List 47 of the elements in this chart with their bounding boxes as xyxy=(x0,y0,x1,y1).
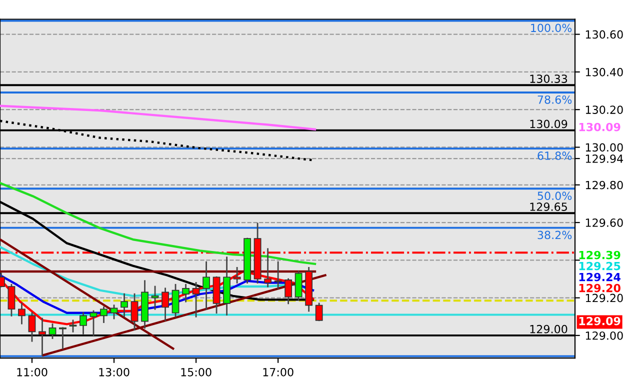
candlestick xyxy=(182,284,190,302)
candlestick xyxy=(59,327,66,350)
text: 129.39 xyxy=(579,250,620,260)
y-tick-label: 130.60 xyxy=(586,30,623,39)
ref-line-label: 129.00 xyxy=(530,324,568,334)
candlestick xyxy=(90,310,98,336)
y-tick-label: 130.40 xyxy=(586,68,623,76)
y-tick-label: 129.00 xyxy=(586,331,623,340)
x-tick-label: 17:00 xyxy=(263,368,294,376)
text: 129.09 xyxy=(579,316,620,326)
y-tick-label: 129.80 xyxy=(586,180,623,190)
annotation: 78.6% xyxy=(538,95,572,104)
candlestick xyxy=(294,270,302,300)
candlestick xyxy=(172,284,180,318)
candlestick xyxy=(162,288,169,322)
annotation: 100.0% xyxy=(531,24,572,32)
ref-line-label: 129.65 xyxy=(530,202,567,211)
text: 129.24 xyxy=(579,272,620,282)
annotation: 38.2% xyxy=(538,230,572,240)
candlestick xyxy=(48,323,56,339)
candlestick xyxy=(110,304,118,320)
candlestick xyxy=(202,261,210,310)
text: 130.09 xyxy=(579,122,620,132)
candlestick xyxy=(80,312,87,334)
y-tick-label: 129.94 xyxy=(586,154,623,163)
ref-line-label: 130.33 xyxy=(530,74,568,83)
candlestick xyxy=(8,284,16,316)
candlestick xyxy=(192,282,200,318)
line-series xyxy=(0,104,316,130)
ref-line-label: 130.09 xyxy=(530,120,568,128)
x-tick-label: 15:00 xyxy=(181,368,212,376)
line-series xyxy=(0,182,316,266)
candlestick xyxy=(100,306,108,323)
candlestick xyxy=(315,302,323,322)
y-tick-label: 129.60 xyxy=(586,218,623,227)
x-tick-label: 11:00 xyxy=(17,368,48,376)
candlestick xyxy=(69,320,77,332)
annotation: 61.8% xyxy=(538,152,572,160)
y-tick-label: 129.20 xyxy=(586,294,623,302)
x-tick-label: 13:00 xyxy=(99,368,130,376)
candlestick xyxy=(120,293,128,318)
candlestick xyxy=(151,286,159,310)
text: 129.25 xyxy=(579,262,620,270)
y-tick-label: 130.20 xyxy=(586,106,623,114)
candlestick xyxy=(284,278,292,304)
annotation: 50.0% xyxy=(538,192,572,200)
y-tick-label: 130.00 xyxy=(586,143,623,152)
